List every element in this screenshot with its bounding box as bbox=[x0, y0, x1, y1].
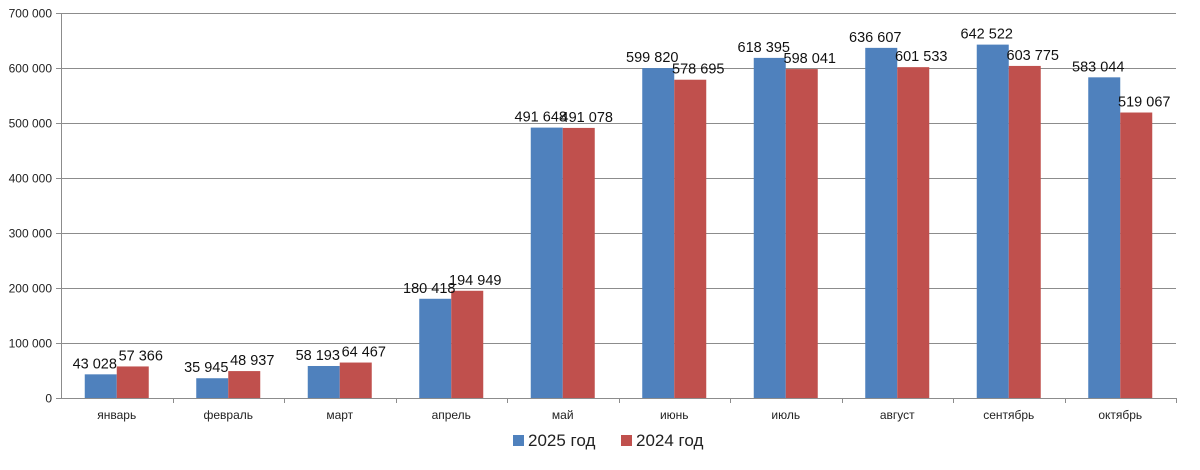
bar-series-2024 bbox=[228, 371, 261, 398]
data-label: 618 395 bbox=[738, 40, 790, 56]
x-category-label: июнь bbox=[660, 408, 689, 422]
y-tick-label: 700 000 bbox=[9, 7, 53, 21]
legend-swatch bbox=[513, 435, 524, 446]
legend-label: 2024 год bbox=[636, 431, 703, 450]
bar-series-2025 bbox=[419, 298, 452, 398]
data-label: 599 820 bbox=[626, 50, 678, 66]
bar-series-2024 bbox=[1008, 65, 1041, 398]
bar-series-2024 bbox=[897, 67, 930, 398]
bar-series-2025 bbox=[753, 57, 786, 398]
bar-series-2025 bbox=[976, 44, 1009, 398]
data-label: 194 949 bbox=[449, 273, 501, 289]
y-tick-label: 0 bbox=[45, 392, 52, 406]
data-label: 43 028 bbox=[73, 356, 117, 372]
axes: 0 100 000 200 000 300 000 400 000 500 000 600 … bbox=[9, 7, 1177, 422]
y-tick-label: 500 000 bbox=[9, 117, 53, 131]
x-category-label: октябрь bbox=[1098, 408, 1142, 422]
x-category-label: июль bbox=[771, 408, 800, 422]
x-category-label: январь bbox=[97, 408, 136, 422]
data-label: 57 366 bbox=[119, 348, 163, 364]
y-tick-label: 100 000 bbox=[9, 337, 53, 351]
bar-series-2024 bbox=[562, 127, 595, 398]
x-category-label: май bbox=[552, 408, 574, 422]
bar-series-2025 bbox=[196, 378, 229, 398]
data-label: 180 418 bbox=[403, 281, 455, 297]
data-label: 636 607 bbox=[849, 30, 901, 46]
legend: 2025 год 2024 год bbox=[513, 431, 703, 450]
y-tick-label: 400 000 bbox=[9, 172, 53, 186]
bar-series-2025 bbox=[865, 47, 898, 398]
bar-series-2024 bbox=[116, 366, 149, 398]
y-tick-label: 600 000 bbox=[9, 62, 53, 76]
y-tick-label: 200 000 bbox=[9, 282, 53, 296]
bar-series-2024 bbox=[674, 79, 707, 399]
x-category-label: апрель bbox=[432, 408, 471, 422]
data-label: 583 044 bbox=[1072, 59, 1124, 75]
bar-series-2025 bbox=[1088, 77, 1121, 398]
x-category-label: февраль bbox=[203, 408, 253, 422]
data-label: 578 695 bbox=[672, 62, 724, 78]
x-category-label: март bbox=[326, 408, 353, 422]
bar-series-2025 bbox=[307, 365, 340, 398]
data-label: 598 041 bbox=[784, 51, 836, 67]
data-label: 491 648 bbox=[515, 110, 567, 126]
bar-series-2025 bbox=[84, 374, 117, 398]
data-label: 35 945 bbox=[184, 360, 228, 376]
data-label: 642 522 bbox=[961, 27, 1013, 43]
x-category-label: август bbox=[880, 408, 915, 422]
data-label: 58 193 bbox=[296, 348, 340, 364]
data-label: 64 467 bbox=[342, 345, 386, 361]
legend-swatch bbox=[621, 435, 632, 446]
data-label: 603 775 bbox=[1007, 48, 1059, 64]
data-label: 48 937 bbox=[230, 353, 274, 369]
bar-series-2024 bbox=[785, 69, 818, 398]
x-category-label: сентябрь bbox=[983, 408, 1034, 422]
bar-series-2024 bbox=[451, 290, 484, 398]
legend-label: 2025 год bbox=[528, 431, 595, 450]
bar-series-2024 bbox=[339, 362, 372, 398]
bar-series-2025 bbox=[642, 68, 675, 398]
data-label: 601 533 bbox=[895, 49, 947, 65]
y-tick-label: 300 000 bbox=[9, 227, 53, 241]
bar-series-2024 bbox=[1120, 112, 1153, 398]
bars bbox=[84, 44, 1153, 399]
gridlines bbox=[61, 13, 1176, 399]
data-labels: 43 028 57 366 35 945 48 937 58 193 64 467 180 … bbox=[73, 27, 1171, 377]
data-label: 491 078 bbox=[561, 110, 613, 126]
data-label: 519 067 bbox=[1118, 95, 1170, 111]
bar-series-2025 bbox=[530, 127, 563, 398]
